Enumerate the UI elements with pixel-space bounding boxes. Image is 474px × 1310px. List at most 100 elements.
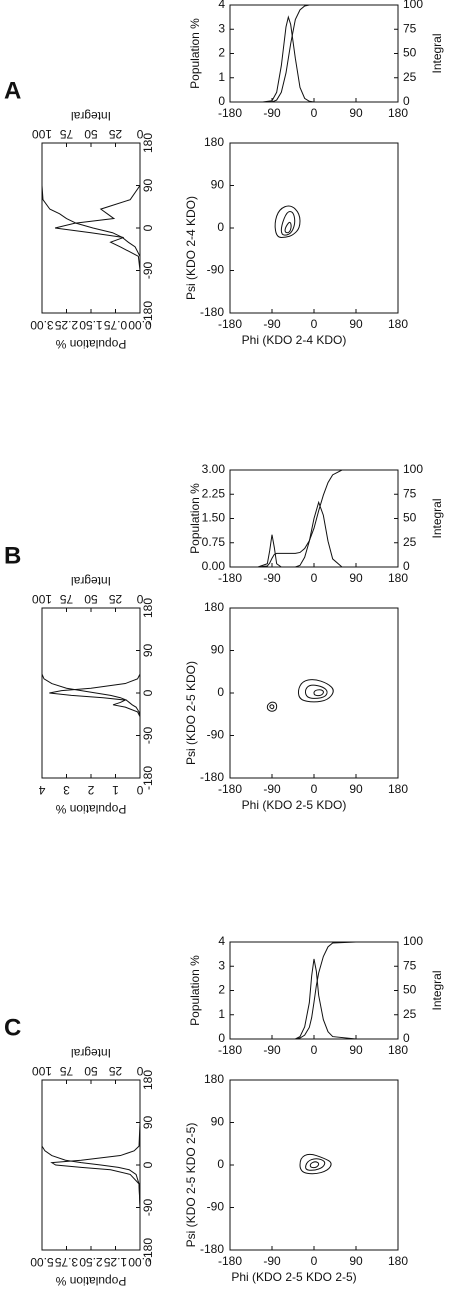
y-tick-label: -90 bbox=[207, 728, 225, 742]
y2-tick-label: 0 bbox=[403, 559, 410, 573]
y2-tick-label: 0 bbox=[403, 94, 410, 108]
population-curve bbox=[230, 500, 398, 568]
x-tick-label: 180 bbox=[388, 317, 408, 331]
psi-tick-label: 90 bbox=[141, 179, 155, 193]
population-tick-label: 4 bbox=[38, 783, 45, 797]
contour bbox=[284, 221, 292, 234]
x-tick-label: -90 bbox=[263, 317, 281, 331]
y2-axis-label: Integral bbox=[430, 498, 444, 538]
y-tick-label: 2 bbox=[218, 46, 225, 60]
population-tick-label: 0 bbox=[136, 783, 143, 797]
population-tick-label: 0.00 bbox=[128, 318, 152, 332]
panel-label: B bbox=[4, 542, 21, 569]
y-tick-label: 4 bbox=[218, 0, 225, 11]
x-tick-label: -180 bbox=[218, 571, 242, 585]
psi-tick-label: 180 bbox=[141, 598, 155, 618]
integral-curve bbox=[41, 608, 141, 778]
psi-tick-label: 180 bbox=[141, 1070, 155, 1090]
y-axis-label: Population % bbox=[188, 955, 202, 1026]
integral-curve bbox=[230, 4, 398, 103]
y-tick-label: 180 bbox=[204, 600, 224, 614]
x-tick-label: 180 bbox=[388, 571, 408, 585]
y-axis-label: Psi (KDO 2-4 KDO) bbox=[184, 196, 198, 300]
x-tick-label: 0 bbox=[311, 782, 318, 796]
y-axis-label: Population % bbox=[188, 18, 202, 89]
y2-tick-label: 75 bbox=[403, 958, 417, 972]
panel-label: C bbox=[4, 1014, 21, 1041]
contour bbox=[309, 1161, 320, 1169]
integral-tick-label: 50 bbox=[84, 1064, 98, 1078]
y-tick-label: 3 bbox=[218, 958, 225, 972]
psi-tick-label: 0 bbox=[141, 1161, 155, 1168]
x-tick-label: -180 bbox=[218, 106, 242, 120]
y-tick-label: 180 bbox=[204, 135, 224, 149]
x-tick-label: -90 bbox=[263, 106, 281, 120]
x-tick-label: 180 bbox=[388, 106, 408, 120]
plot-frame bbox=[229, 1079, 399, 1251]
y-tick-label: -180 bbox=[200, 1242, 224, 1256]
y-tick-label: 0 bbox=[217, 220, 224, 234]
psi-tick-label: 180 bbox=[141, 133, 155, 153]
y-tick-label: 0.00 bbox=[202, 559, 226, 573]
population-curve bbox=[49, 608, 141, 778]
y2-axis-label: Integral bbox=[430, 970, 444, 1010]
integral-tick-label: 100 bbox=[32, 127, 52, 141]
y-tick-label: 1.50 bbox=[202, 511, 226, 525]
x-tick-label: 90 bbox=[349, 106, 363, 120]
plot-frame bbox=[229, 4, 399, 103]
x-tick-label: 0 bbox=[311, 1254, 318, 1268]
psi-tick-label: -180 bbox=[141, 301, 155, 325]
population-tick-label: 0.75 bbox=[103, 318, 127, 332]
contour bbox=[299, 1153, 332, 1175]
contour bbox=[269, 704, 275, 710]
psi-tick-label: -90 bbox=[141, 727, 155, 745]
y-tick-label: 0 bbox=[218, 1031, 225, 1045]
y-tick-label: 3.00 bbox=[202, 462, 226, 476]
y-tick-label: -90 bbox=[207, 1200, 225, 1214]
y-tick-label: -90 bbox=[207, 263, 225, 277]
population-axis-label: Population % bbox=[55, 1274, 126, 1288]
integral-curve bbox=[41, 1080, 141, 1250]
integral-tick-label: 50 bbox=[84, 127, 98, 141]
y-tick-label: -180 bbox=[200, 305, 224, 319]
psi-tick-label: -180 bbox=[141, 766, 155, 790]
y2-tick-label: 50 bbox=[403, 46, 417, 60]
y2-tick-label: 50 bbox=[403, 511, 417, 525]
population-tick-label: 2 bbox=[87, 783, 94, 797]
population-tick-label: 5.00 bbox=[30, 1255, 54, 1269]
y-tick-label: -180 bbox=[200, 770, 224, 784]
contour bbox=[266, 701, 278, 712]
contour bbox=[305, 1158, 326, 1171]
contour bbox=[297, 679, 334, 703]
integral-axis-label: Integral bbox=[71, 1046, 111, 1060]
x-tick-label: -90 bbox=[263, 571, 281, 585]
x-tick-label: 0 bbox=[311, 571, 318, 585]
integral-tick-label: 100 bbox=[32, 1064, 52, 1078]
contour bbox=[280, 210, 296, 236]
y2-tick-label: 100 bbox=[403, 934, 423, 948]
population-tick-label: 0.00 bbox=[128, 1255, 152, 1269]
integral-curve bbox=[41, 143, 141, 313]
integral-tick-label: 25 bbox=[109, 127, 123, 141]
population-tick-label: 1 bbox=[112, 783, 119, 797]
integral-tick-label: 100 bbox=[32, 592, 52, 606]
population-curve bbox=[230, 15, 398, 103]
integral-tick-label: 75 bbox=[60, 127, 74, 141]
y-tick-label: 0 bbox=[217, 1157, 224, 1171]
integral-tick-label: 25 bbox=[109, 592, 123, 606]
y2-axis-label: Integral bbox=[430, 33, 444, 73]
population-tick-label: 2.50 bbox=[79, 1255, 103, 1269]
plot-frame bbox=[41, 607, 141, 779]
x-tick-label: 90 bbox=[349, 1043, 363, 1057]
x-axis-label: Phi (KDO 2-5 KDO) bbox=[242, 798, 347, 812]
x-tick-label: 90 bbox=[349, 782, 363, 796]
x-tick-label: 180 bbox=[388, 782, 408, 796]
y-axis-label: Psi (KDO 2-5 KDO) bbox=[184, 661, 198, 765]
y-tick-label: 2 bbox=[218, 983, 225, 997]
contour bbox=[274, 205, 301, 238]
integral-tick-label: 0 bbox=[136, 1064, 143, 1078]
population-curve bbox=[50, 1080, 141, 1250]
integral-tick-label: 0 bbox=[136, 127, 143, 141]
y2-tick-label: 100 bbox=[403, 0, 423, 11]
x-tick-label: -180 bbox=[218, 317, 242, 331]
